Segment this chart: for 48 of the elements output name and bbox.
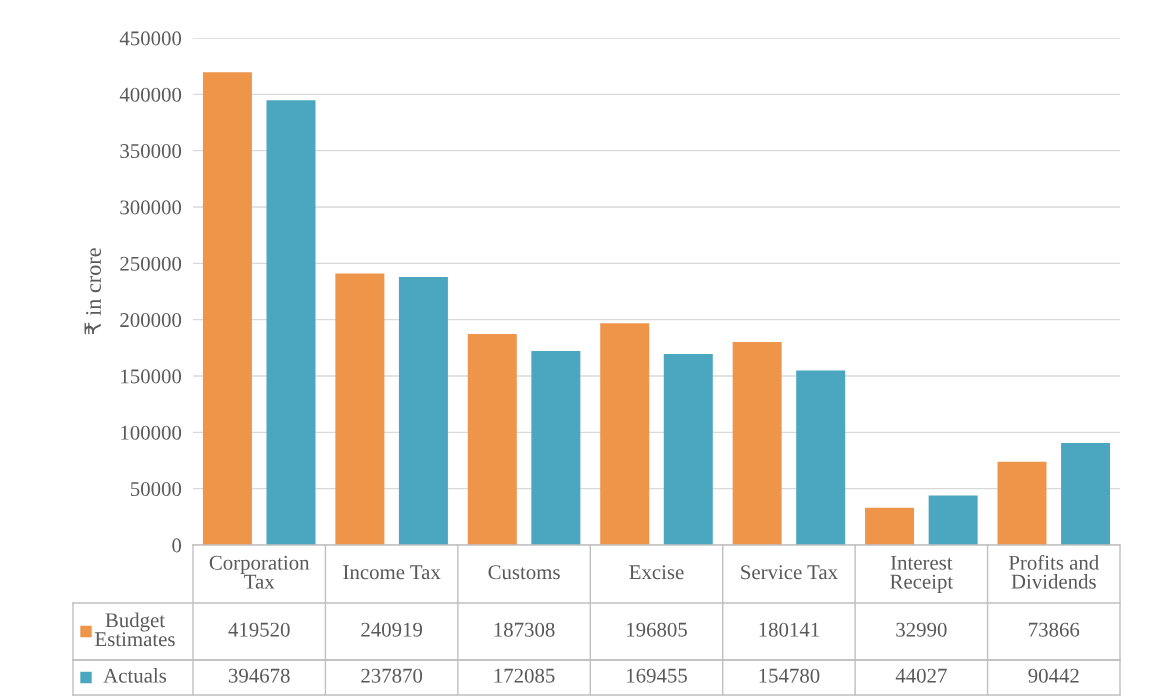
data-label: 240919 (361, 622, 423, 637)
data-label: 169455 (627, 668, 687, 683)
bar (202, 72, 252, 545)
bar (997, 461, 1047, 545)
bar (732, 342, 782, 545)
y-tick-label: 150000 (121, 369, 182, 384)
x-tick-label: Customs (488, 565, 560, 580)
data-label: 187308 (494, 622, 555, 637)
data-label: 237870 (361, 668, 423, 683)
y-tick-label: 300000 (120, 200, 182, 215)
data-label: 32990 (896, 622, 947, 637)
y-tick-label: 200000 (120, 313, 182, 328)
y-tick-label: 0 (172, 538, 182, 553)
y-tick-label: 350000 (120, 144, 182, 159)
x-tick-label: Interest Receipt (890, 555, 954, 593)
legend-label: Budget Estimates (95, 612, 175, 647)
bar (335, 273, 385, 545)
data-label: 44027 (895, 668, 947, 683)
bar (865, 507, 915, 545)
x-tick-label: Excise (629, 565, 684, 580)
x-tick-label: Service Tax (741, 565, 838, 580)
data-label: 419520 (228, 622, 290, 637)
bar (467, 333, 517, 545)
bar (663, 354, 713, 545)
bar (600, 323, 650, 545)
y-tick-label: 50000 (131, 482, 182, 497)
data-label: 172085 (494, 668, 555, 683)
y-tick-label: 100000 (121, 425, 182, 440)
data-label: 394678 (228, 668, 290, 683)
x-tick-label: Profits and Dividends (1008, 554, 1099, 589)
y-tick-label: 450000 (119, 31, 182, 46)
data-label: 196805 (627, 622, 687, 637)
bar (398, 277, 448, 545)
x-tick-label: Corporation Tax (209, 555, 310, 589)
data-label: 180141 (759, 622, 819, 637)
bar (531, 351, 581, 545)
bar (266, 100, 316, 545)
bar (796, 370, 846, 545)
y-tick-label: 400000 (119, 87, 182, 102)
bar (1061, 443, 1111, 545)
x-tick-label: Income Tax (343, 565, 441, 580)
y-axis-title: ₹ in crore (84, 248, 101, 335)
data-label: 90442 (1028, 668, 1079, 683)
bar (928, 495, 978, 545)
data-label: 154780 (759, 668, 820, 683)
legend-label: Actuals (103, 668, 167, 683)
data-label: 73866 (1029, 622, 1080, 637)
y-tick-label: 250000 (120, 256, 182, 271)
